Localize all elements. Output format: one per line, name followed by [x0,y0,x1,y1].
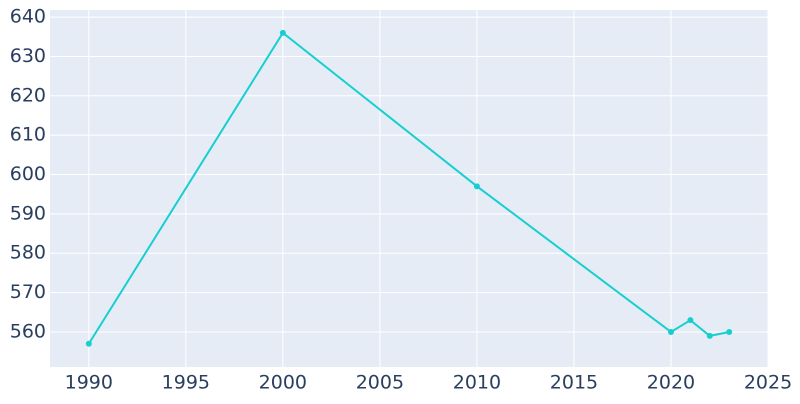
plot-area [50,10,768,367]
x-tick-label: 2015 [550,372,598,394]
x-tick-label: 2010 [453,372,501,394]
data-point [706,332,713,339]
x-tick-label: 1990 [65,372,113,394]
y-tick-label: 600 [10,163,46,185]
data-point [667,328,674,335]
y-tick-label: 620 [10,84,46,106]
data-point [85,340,92,347]
data-point [473,183,480,190]
y-tick-label: 580 [10,242,46,264]
y-tick-label: 570 [10,281,46,303]
y-tick-label: 630 [10,45,46,67]
y-tick-label: 560 [10,320,46,342]
x-tick-label: 2025 [744,372,792,394]
y-tick-label: 610 [10,124,46,146]
x-tick-label: 2020 [647,372,695,394]
x-tick-label: 1995 [162,372,210,394]
data-point [726,328,733,335]
data-point [687,317,694,324]
data-point [279,29,286,36]
x-tick-label: 2000 [259,372,307,394]
x-tick-label: 2005 [356,372,404,394]
y-tick-label: 640 [10,6,46,28]
y-tick-label: 590 [10,202,46,224]
